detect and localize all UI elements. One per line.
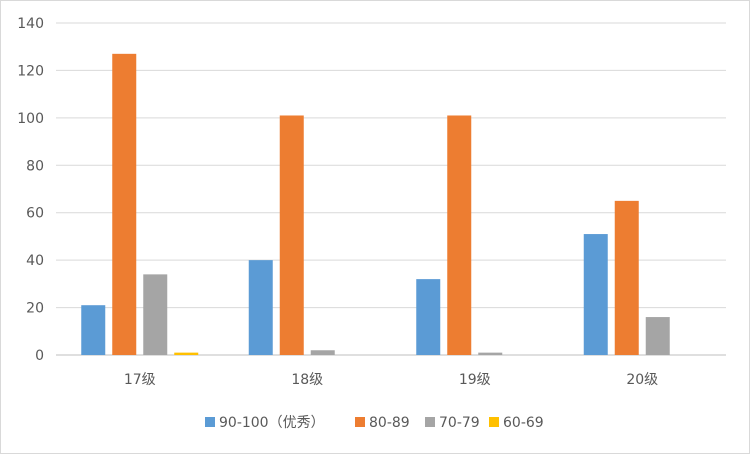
- y-tick-label: 20: [26, 301, 44, 317]
- y-tick-label: 40: [26, 253, 44, 269]
- y-tick-label: 0: [35, 348, 44, 364]
- bar-4-series-3: [645, 317, 670, 355]
- bar-1-series-4: [174, 352, 199, 355]
- legend-item: 90-100（优秀）: [205, 415, 325, 431]
- legend-label: 60-69: [503, 415, 544, 431]
- legend: 90-100（优秀） 80-89 70-79 60-69: [205, 415, 544, 431]
- bar-4-series-1: [583, 234, 608, 355]
- y-tick-label: 120: [17, 63, 44, 79]
- legend-swatch: [205, 417, 215, 427]
- y-tick-label: 80: [26, 158, 44, 174]
- bar-3-series-1: [416, 279, 441, 355]
- legend-label: 90-100（优秀）: [219, 415, 325, 431]
- bar-2-series-2: [279, 115, 304, 355]
- gridlines: [56, 22, 726, 356]
- x-tick-label: 18级: [291, 372, 323, 388]
- legend-swatch: [489, 417, 499, 427]
- legend-swatch: [355, 417, 365, 427]
- bar-1-series-1: [81, 305, 106, 355]
- legend-item: 70-79: [425, 415, 480, 431]
- x-tick-label: 19级: [459, 372, 491, 388]
- bar-4-series-2: [614, 200, 639, 355]
- y-axis-ticks: 0 20 40 60 80 100 120 140: [17, 16, 44, 364]
- bar-3-series-2: [447, 115, 472, 355]
- bars: [81, 53, 670, 355]
- x-axis-ticks: 17级 18级 19级 20级: [124, 372, 658, 388]
- legend-item: 80-89: [355, 415, 410, 431]
- y-tick-label: 60: [26, 206, 44, 222]
- x-tick-label: 17级: [124, 372, 156, 388]
- x-tick-label: 20级: [626, 372, 658, 388]
- bar-3-series-3: [478, 352, 503, 355]
- bar-1-series-3: [143, 274, 168, 355]
- y-tick-label: 140: [17, 16, 44, 32]
- bar-2-series-1: [248, 260, 273, 355]
- bar-1-series-2: [112, 53, 137, 355]
- bar-2-series-3: [310, 350, 335, 355]
- legend-item: 60-69: [489, 415, 544, 431]
- legend-swatch: [425, 417, 435, 427]
- legend-label: 70-79: [439, 415, 480, 431]
- y-tick-label: 100: [17, 111, 44, 127]
- legend-label: 80-89: [369, 415, 410, 431]
